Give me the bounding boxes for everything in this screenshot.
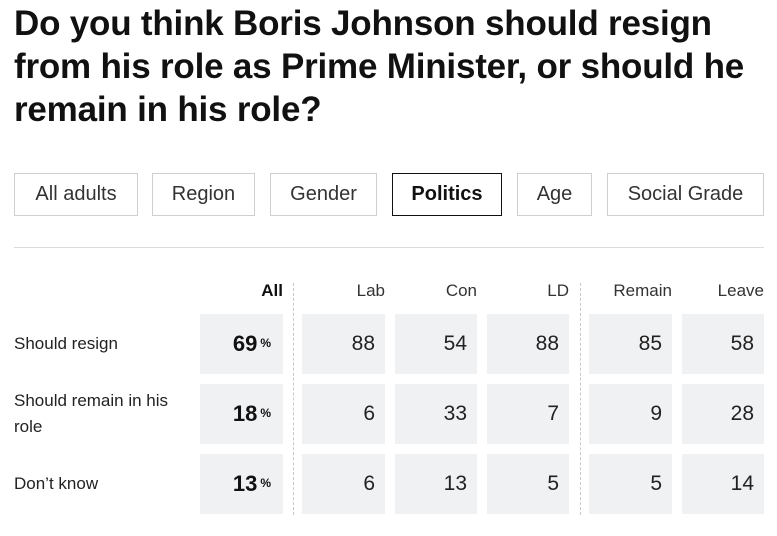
table-cell: 5 bbox=[487, 454, 569, 514]
table-cell: 28 bbox=[682, 384, 764, 444]
column-header-remain: Remain bbox=[613, 281, 672, 300]
table-cell-all: 13% bbox=[200, 454, 283, 514]
column-header-ld: LD bbox=[547, 281, 569, 300]
table-cell-all: 69% bbox=[200, 314, 283, 374]
row-label-should-resign: Should resign bbox=[14, 334, 118, 353]
table-cell: 6 bbox=[302, 384, 385, 444]
table-cell: 13 bbox=[395, 454, 477, 514]
tab-social-grade[interactable]: Social Grade bbox=[607, 173, 764, 216]
column-header-con: Con bbox=[445, 281, 477, 300]
column-separator bbox=[293, 283, 294, 515]
column-header-all: All bbox=[261, 281, 283, 300]
table-cell: 54 bbox=[395, 314, 477, 374]
table-cell: 14 bbox=[682, 454, 764, 514]
table-cell-all: 18% bbox=[200, 384, 283, 444]
column-header-lab: Lab bbox=[356, 281, 385, 300]
row-label-should-remain: Should remain in his role bbox=[14, 391, 169, 436]
question-title: Do you think Boris Johnson should resign… bbox=[14, 4, 745, 129]
tab-politics[interactable]: Politics bbox=[392, 173, 502, 216]
tab-gender[interactable]: Gender bbox=[270, 173, 377, 216]
divider bbox=[14, 247, 764, 248]
tab-all-adults[interactable]: All adults bbox=[14, 173, 138, 216]
row-label-dont-know: Don’t know bbox=[14, 474, 99, 493]
table-cell: 5 bbox=[589, 454, 672, 514]
column-separator bbox=[580, 283, 581, 515]
table-cell: 6 bbox=[302, 454, 385, 514]
table-cell: 85 bbox=[589, 314, 672, 374]
table-cell: 88 bbox=[302, 314, 385, 374]
table-cell: 33 bbox=[395, 384, 477, 444]
column-header-leave: Leave bbox=[717, 281, 764, 300]
tab-age[interactable]: Age bbox=[517, 173, 592, 216]
table-cell: 7 bbox=[487, 384, 569, 444]
table-cell: 88 bbox=[487, 314, 569, 374]
table-cell: 58 bbox=[682, 314, 764, 374]
tab-region[interactable]: Region bbox=[152, 173, 255, 216]
table-cell: 9 bbox=[589, 384, 672, 444]
